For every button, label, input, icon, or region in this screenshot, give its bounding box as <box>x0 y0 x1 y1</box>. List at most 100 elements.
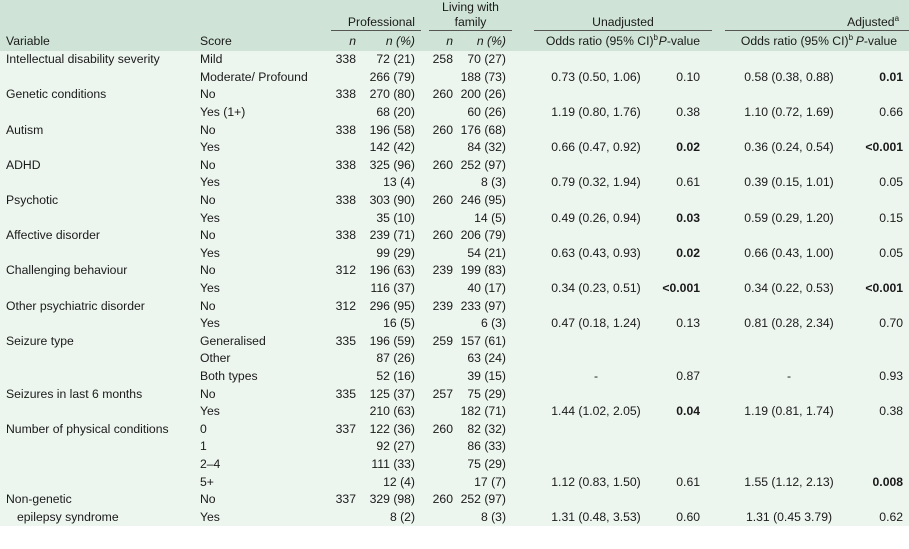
cell-gap <box>712 403 725 421</box>
cell-family-npct: 54 (21) <box>467 245 506 260</box>
cell-adjusted-or: 0.58 (0.38, 0.88) <box>744 69 834 84</box>
cell-professional-n <box>328 508 356 526</box>
cell-unadjusted-or <box>512 350 658 368</box>
cell-family-n: 260 <box>432 193 453 208</box>
cell-unadjusted-or: 0.79 (0.32, 1.94) <box>551 175 641 190</box>
header-gap <box>712 0 726 31</box>
group-professional-header: Professional <box>328 0 421 31</box>
cell-variable <box>0 245 200 263</box>
cell-professional-n: 312 <box>335 263 356 278</box>
cell-variable <box>0 438 200 456</box>
cell-adjusted-or <box>725 297 853 315</box>
cell-unadjusted-p <box>658 192 712 210</box>
cell-score: Yes <box>200 140 220 155</box>
table-header: Professional Living with family Unadjust… <box>0 0 909 51</box>
cell-gap <box>712 508 725 526</box>
cell-adjusted-or: 1.10 (0.72, 1.69) <box>744 105 834 120</box>
cell-professional-n <box>328 403 356 421</box>
cell-professional-npct: 68 (20) <box>376 105 415 120</box>
cell-unadjusted-p: 0.02 <box>676 140 701 155</box>
cell-professional-npct: 116 (37) <box>370 281 416 296</box>
cell-family-npct: 86 (33) <box>467 439 506 454</box>
col-adjusted-or-label: Odds ratio (95% CI) <box>740 34 849 48</box>
cell-adjusted-p: 0.38 <box>879 404 904 419</box>
cell-professional-n <box>328 456 356 474</box>
cell-gap <box>712 121 725 139</box>
cell-adjusted-p: 0.70 <box>879 316 904 331</box>
cell-family-n <box>421 368 453 386</box>
cell-adjusted-or <box>725 192 853 210</box>
cell-family-npct: 75 (29) <box>467 456 506 471</box>
cell-unadjusted-p <box>658 438 712 456</box>
cell-family-npct: 70 (27) <box>467 52 506 67</box>
table-row: Affective disorder No 338 239 (71) 260 206 (7… <box>0 226 909 245</box>
cell-gap <box>712 491 725 509</box>
cell-variable: Number of physical conditions <box>6 421 169 436</box>
cell-gap <box>712 157 725 175</box>
table-row: 5+ 12 (4) 17 (7) 1.12 (0.83, 1.50) 0.61 1.55 … <box>0 473 909 491</box>
cell-unadjusted-or: 1.31 (0.48, 3.53) <box>551 509 641 524</box>
cell-score: Yes <box>200 404 220 419</box>
cell-professional-n <box>328 139 356 157</box>
table-row: Other psychiatric disorder No 312 296 (95) 2… <box>0 297 909 315</box>
cell-unadjusted-or <box>512 121 658 139</box>
cell-unadjusted-or <box>512 157 658 175</box>
cell-unadjusted-or <box>512 385 658 403</box>
table-row: Intellectual disability severity Mild 338 7… <box>0 51 909 69</box>
cell-family-npct: 6 (3) <box>480 316 506 331</box>
cell-adjusted-p: 0.008 <box>872 474 904 489</box>
table-row: Seizure type Generalised 335 196 (59) 259 157… <box>0 332 909 351</box>
cell-adjusted-p <box>853 192 909 210</box>
cell-gap <box>712 315 725 333</box>
cell-adjusted-p <box>853 157 909 175</box>
cell-adjusted-p: <0.001 <box>865 281 904 296</box>
cell-variable <box>0 69 200 87</box>
cell-family-npct: 199 (83) <box>460 263 506 278</box>
cell-family-npct: 157 (61) <box>460 333 506 348</box>
group-adjusted-label: Adjusted <box>847 15 895 29</box>
cell-variable: Challenging behaviour <box>6 263 128 278</box>
cell-adjusted-p: 0.15 <box>879 210 904 225</box>
cell-family-n <box>421 69 453 87</box>
col-adjusted-p-rest: -value <box>863 34 898 48</box>
cell-unadjusted-p <box>658 350 712 368</box>
cell-professional-n <box>328 473 356 491</box>
cell-adjusted-or: 0.81 (0.28, 2.34) <box>744 316 834 331</box>
cell-adjusted-p <box>853 420 909 438</box>
cell-adjusted-or <box>725 491 853 509</box>
cell-family-npct: 206 (79) <box>460 228 506 243</box>
cell-gap <box>712 262 725 280</box>
cell-professional-npct: 239 (71) <box>369 228 415 243</box>
cell-unadjusted-or: 0.63 (0.43, 0.93) <box>551 245 641 260</box>
cell-adjusted-or: 0.34 (0.22, 0.53) <box>744 281 834 296</box>
cell-adjusted-or: 0.59 (0.29, 1.20) <box>744 210 834 225</box>
cell-gap <box>712 420 725 438</box>
table-row: Yes 13 (4) 8 (3) 0.79 (0.32, 1.94) 0.61 0.39 … <box>0 174 909 192</box>
cell-professional-npct: 266 (79) <box>369 69 415 84</box>
cell-family-n: 239 <box>432 263 453 278</box>
group-living-label-line2: family <box>454 15 487 29</box>
cell-adjusted-p <box>853 333 909 351</box>
cell-professional-n: 338 <box>335 193 356 208</box>
cell-professional-npct: 125 (37) <box>369 386 415 401</box>
cell-family-npct: 82 (32) <box>467 421 506 436</box>
cell-score: Yes <box>200 210 220 225</box>
cell-adjusted-p <box>853 297 909 315</box>
table-body: Intellectual disability severity Mild 338 7… <box>0 51 909 527</box>
cell-adjusted-or <box>725 456 853 474</box>
cell-variable: Intellectual disability severity <box>6 52 160 67</box>
cell-family-npct: 233 (97) <box>460 298 506 313</box>
col-family-n: n <box>421 31 453 51</box>
cell-professional-npct: 35 (10) <box>376 210 415 225</box>
col-unadjusted-p-italic: P <box>658 34 667 48</box>
cell-professional-n: 338 <box>335 157 356 172</box>
cell-score: Yes <box>200 245 220 260</box>
cell-family-n <box>421 473 453 491</box>
table-row: 2–4 111 (33) 75 (29) <box>0 455 909 474</box>
cell-gap <box>712 280 725 298</box>
table-row: Autism No 338 196 (58) 260 176 (68) <box>0 121 909 139</box>
cell-unadjusted-or: 0.66 (0.47, 0.92) <box>551 140 641 155</box>
cell-adjusted-p <box>853 262 909 280</box>
col-unadjusted-p-rest: -value <box>666 34 701 48</box>
cell-adjusted-p <box>853 491 909 509</box>
